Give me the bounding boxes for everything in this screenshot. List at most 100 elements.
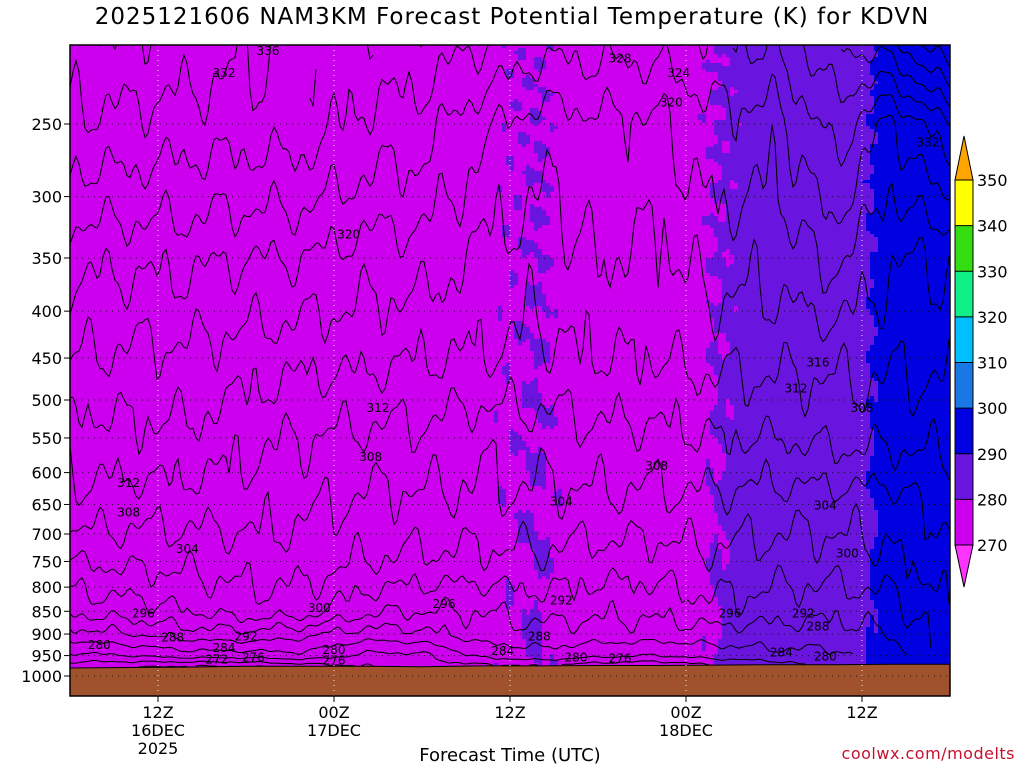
field-cell — [90, 63, 95, 67]
field-cell — [94, 480, 99, 484]
field-cell — [78, 333, 83, 337]
field-cell — [82, 231, 87, 235]
field-cell — [78, 192, 83, 196]
field-cell — [82, 537, 87, 541]
field-cell — [86, 570, 91, 574]
field-cell — [74, 381, 79, 385]
field-cell — [74, 147, 79, 151]
field-cell — [82, 294, 87, 298]
field-cell — [102, 54, 107, 58]
field-cell — [86, 165, 91, 169]
field-cell — [78, 492, 83, 496]
field-cell — [78, 384, 83, 388]
field-cell — [90, 270, 95, 274]
field-cell — [94, 657, 99, 661]
field-cell — [70, 552, 75, 556]
field-cell — [74, 348, 79, 352]
field-cell — [98, 153, 103, 157]
field-cell — [78, 624, 83, 628]
field-cell — [78, 306, 83, 310]
field-cell — [86, 267, 91, 271]
field-cell — [70, 129, 75, 133]
field-cell — [78, 417, 83, 421]
field-cell — [90, 198, 95, 202]
field-cell — [82, 297, 87, 301]
field-cell — [94, 654, 99, 658]
field-cell — [78, 489, 83, 493]
field-cell — [94, 102, 99, 106]
field-cell — [98, 639, 103, 643]
field-cell — [86, 645, 91, 649]
field-cell — [94, 270, 99, 274]
field-cell — [74, 426, 79, 430]
field-cell — [82, 492, 87, 496]
field-cell — [70, 627, 75, 631]
field-cell — [90, 504, 95, 508]
field-cell — [74, 567, 79, 571]
field-cell — [82, 117, 87, 121]
field-cell — [78, 483, 83, 487]
field-cell — [70, 351, 75, 355]
field-cell — [74, 105, 79, 109]
field-cell — [90, 477, 95, 481]
field-cell — [86, 567, 91, 571]
field-cell — [82, 54, 87, 58]
field-cell — [98, 531, 103, 535]
field-cell — [70, 588, 75, 592]
field-cell — [78, 261, 83, 265]
field-cell — [90, 507, 95, 511]
field-cell — [70, 408, 75, 412]
field-cell — [86, 384, 91, 388]
chart-title: 2025121606 NAM3KM Forecast Potential Tem… — [0, 4, 1024, 30]
field-cell — [90, 174, 95, 178]
field-cell — [74, 591, 79, 595]
field-cell — [74, 192, 79, 196]
field-cell — [74, 450, 79, 454]
field-cell — [90, 465, 95, 469]
field-cell — [94, 372, 99, 376]
field-cell — [70, 96, 75, 100]
field-cell — [70, 45, 75, 49]
field-cell — [82, 213, 87, 217]
field-cell — [78, 324, 83, 328]
field-cell — [98, 267, 103, 271]
field-cell — [74, 549, 79, 553]
field-cell — [90, 273, 95, 277]
field-cell — [70, 63, 75, 67]
field-cell — [82, 162, 87, 166]
field-cell — [94, 249, 99, 253]
field-cell — [78, 552, 83, 556]
field-cell — [82, 291, 87, 295]
field-cell — [78, 405, 83, 409]
field-cell — [78, 72, 83, 76]
field-cell — [70, 663, 75, 667]
field-cell — [82, 168, 87, 172]
field-cell — [94, 453, 99, 457]
field-cell — [82, 267, 87, 271]
field-cell — [78, 273, 83, 277]
field-cell — [82, 393, 87, 397]
field-cell — [94, 633, 99, 637]
field-cell — [74, 639, 79, 643]
field-cell — [78, 543, 83, 547]
field-cell — [74, 57, 79, 61]
field-cell — [74, 372, 79, 376]
field-cell — [70, 156, 75, 160]
field-cell — [90, 567, 95, 571]
field-cell — [74, 510, 79, 514]
field-cell — [98, 435, 103, 439]
field-cell — [98, 243, 103, 247]
field-cell — [82, 186, 87, 190]
field-cell — [82, 654, 87, 658]
field-cell — [86, 393, 91, 397]
field-cell — [70, 57, 75, 61]
field-cell — [78, 120, 83, 124]
field-cell — [74, 603, 79, 607]
field-cell — [82, 456, 87, 460]
field-cell — [70, 243, 75, 247]
field-cell — [94, 339, 99, 343]
field-cell — [86, 456, 91, 460]
field-cell — [74, 618, 79, 622]
field-cell — [70, 222, 75, 226]
field-cell — [98, 339, 103, 343]
